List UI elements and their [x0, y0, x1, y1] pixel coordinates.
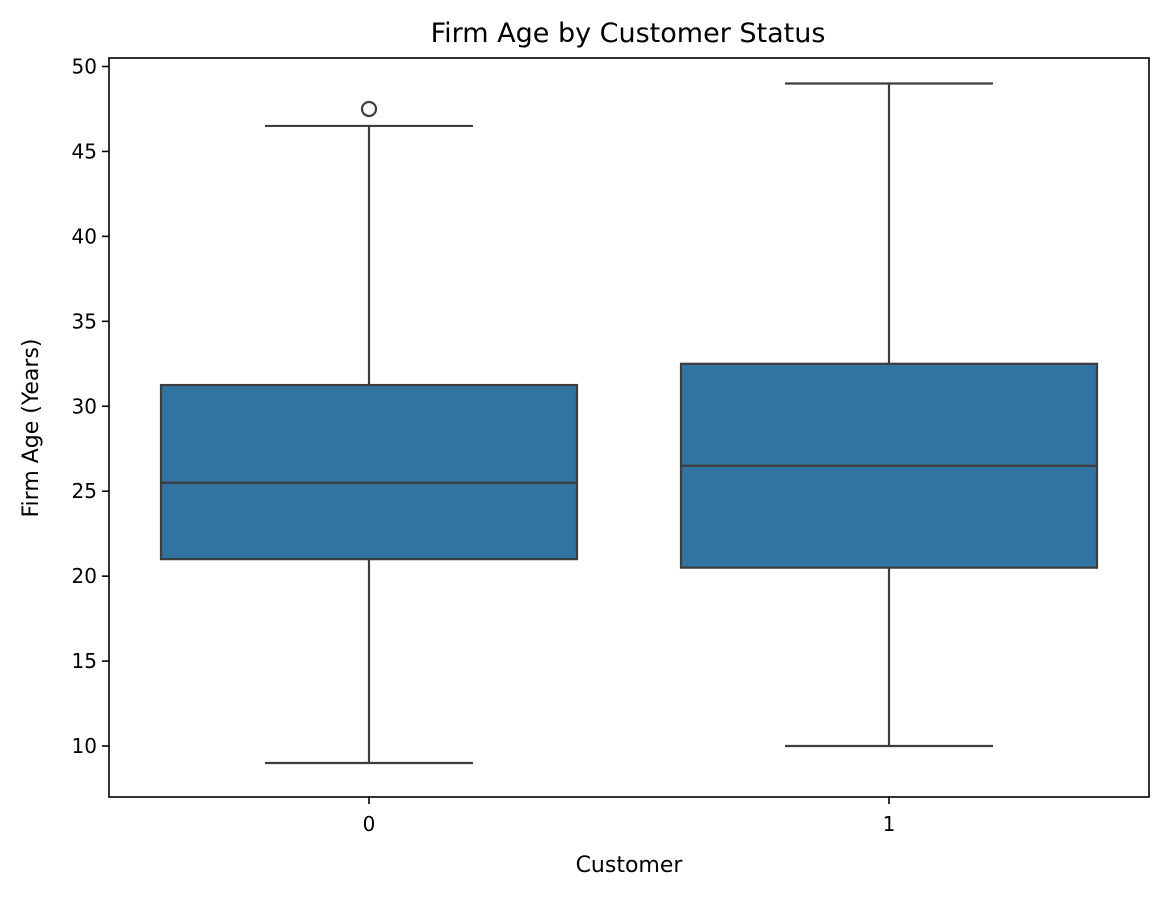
plot-area	[159, 82, 1099, 765]
y-tick-label: 20	[72, 564, 97, 588]
iqr-box	[159, 383, 579, 561]
y-axis-label: Firm Age (Years)	[19, 339, 44, 518]
x-tick-label: 1	[883, 812, 896, 836]
y-tick-label: 40	[72, 224, 97, 248]
y-axis: 10 15 20 25 30 35 40 45 50	[72, 54, 109, 758]
box-group-1	[679, 82, 1099, 748]
y-tick-label: 10	[72, 734, 97, 758]
y-tick-label: 25	[72, 479, 97, 503]
y-tick-label: 45	[72, 139, 97, 163]
y-tick-label: 35	[72, 309, 97, 333]
box-group-0	[159, 100, 579, 765]
y-tick-label: 30	[72, 394, 97, 418]
y-tick-label: 15	[72, 649, 97, 673]
y-tick-label: 50	[72, 54, 97, 78]
outlier-point	[360, 100, 378, 118]
plot-frame	[108, 57, 1150, 798]
x-axis-label: Customer	[576, 853, 684, 878]
chart-title: Firm Age by Customer Status	[431, 18, 826, 49]
x-tick-label: 0	[363, 812, 376, 836]
